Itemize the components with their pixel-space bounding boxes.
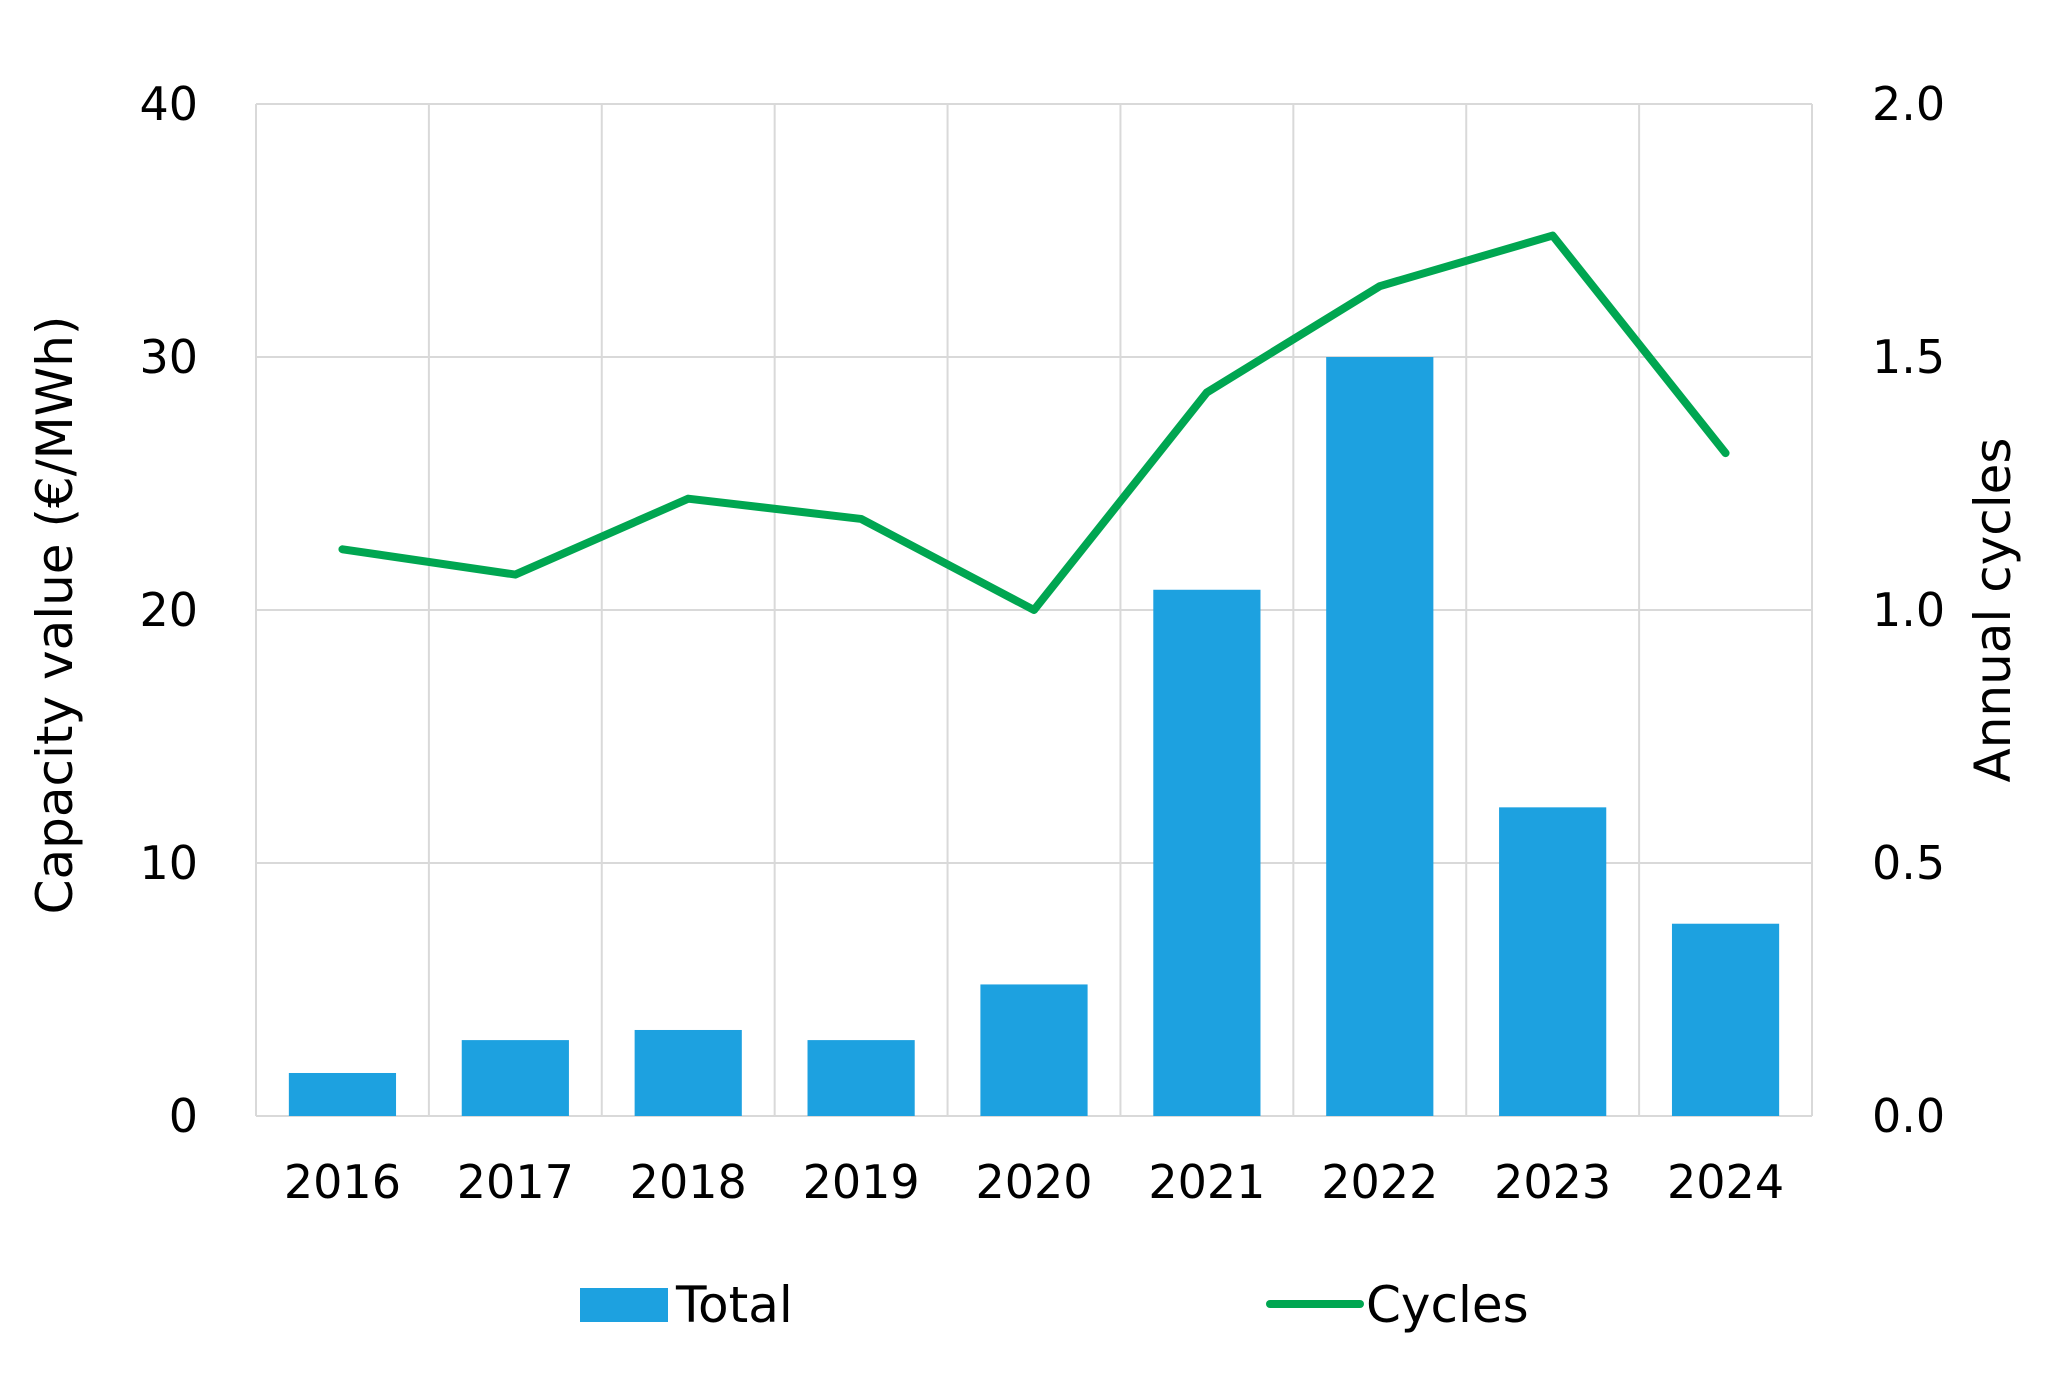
- bar-2022: [1326, 357, 1434, 1116]
- bar-2016: [288, 1072, 397, 1116]
- cycles-line: [338, 231, 1730, 614]
- legend-label-total: Total: [675, 1276, 793, 1334]
- line-series-cycles: [338, 231, 1730, 614]
- y2-axis-title: Annual cycles: [1964, 438, 2022, 783]
- y-tick-label: 40: [139, 77, 198, 131]
- x-tick-label: 2017: [457, 1155, 574, 1209]
- x-tick-label: 2020: [975, 1155, 1092, 1209]
- y-tick-label: 0: [169, 1089, 198, 1143]
- y-tick-label: 20: [139, 583, 198, 637]
- bar-2019: [807, 1040, 915, 1116]
- gridlines: [255, 103, 1813, 1117]
- x-tick-label: 2022: [1321, 1155, 1438, 1209]
- legend-swatch-total: [580, 1288, 668, 1322]
- x-tick-label: 2023: [1494, 1155, 1611, 1209]
- y-tick-label: 10: [139, 836, 198, 890]
- y2-tick-label: 1.5: [1872, 330, 1945, 384]
- bar-2023: [1499, 807, 1607, 1116]
- legend-label-cycles: Cycles: [1366, 1276, 1529, 1334]
- bar-2021: [1153, 589, 1261, 1116]
- y2-tick-label: 2.0: [1872, 77, 1945, 131]
- y2-tick-label: 0.0: [1872, 1089, 1945, 1143]
- bar-2017: [461, 1040, 569, 1116]
- x-tick-label: 2024: [1667, 1155, 1784, 1209]
- bar-2020: [980, 984, 1088, 1116]
- bar-series-total: [288, 357, 1780, 1116]
- y-tick-label: 30: [139, 330, 198, 384]
- y2-tick-label: 1.0: [1872, 583, 1945, 637]
- bar-2024: [1671, 923, 1780, 1116]
- axes: 0 0.0 10 0.5 20 1.0 30 1.5 40 2.0 2016 2017 2018 2019…: [139, 77, 1945, 1209]
- x-tick-label: 2019: [803, 1155, 920, 1209]
- x-tick-label: 2018: [630, 1155, 747, 1209]
- y-axis-title: Capacity value (€/MWh): [26, 316, 84, 915]
- bar-2018: [634, 1029, 742, 1116]
- x-tick-label: 2016: [284, 1155, 401, 1209]
- legend: Total Cycles: [580, 1276, 1529, 1334]
- y2-tick-label: 0.5: [1872, 836, 1945, 890]
- x-tick-label: 2021: [1148, 1155, 1265, 1209]
